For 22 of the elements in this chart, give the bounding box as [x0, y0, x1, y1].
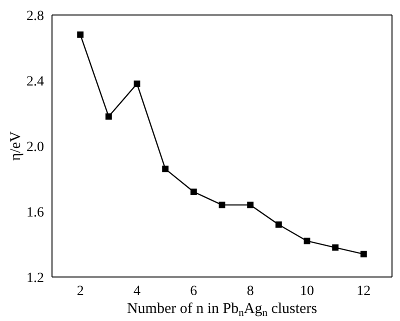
y-tick-label: 1.2: [26, 270, 44, 286]
x-tick-label: 12: [356, 284, 371, 299]
point: [360, 250, 367, 258]
point: [134, 80, 140, 87]
y-axis-title: η/eV: [8, 131, 24, 161]
y-tick-label: 2.8: [26, 8, 44, 24]
point: [275, 221, 282, 228]
point: [247, 202, 254, 208]
point: [332, 244, 339, 251]
y-tick-label: 2.4: [26, 74, 44, 90]
y-tick-label: 2.0: [26, 140, 44, 155]
x-tick-label: 8: [246, 284, 254, 299]
x-tick-label: 6: [190, 284, 198, 299]
x-tick-label: 4: [134, 284, 140, 299]
y-tick-label: 1.6: [26, 205, 44, 220]
point: [162, 166, 169, 172]
point: [105, 113, 112, 120]
x-axis-title: Number of n in Pb$_{n}$Ag$_{n}$ clusters: [126, 301, 318, 319]
x-tick-label: 2: [76, 284, 84, 299]
x-tick-label: 10: [300, 284, 314, 299]
point: [190, 188, 197, 196]
point: [77, 31, 84, 38]
